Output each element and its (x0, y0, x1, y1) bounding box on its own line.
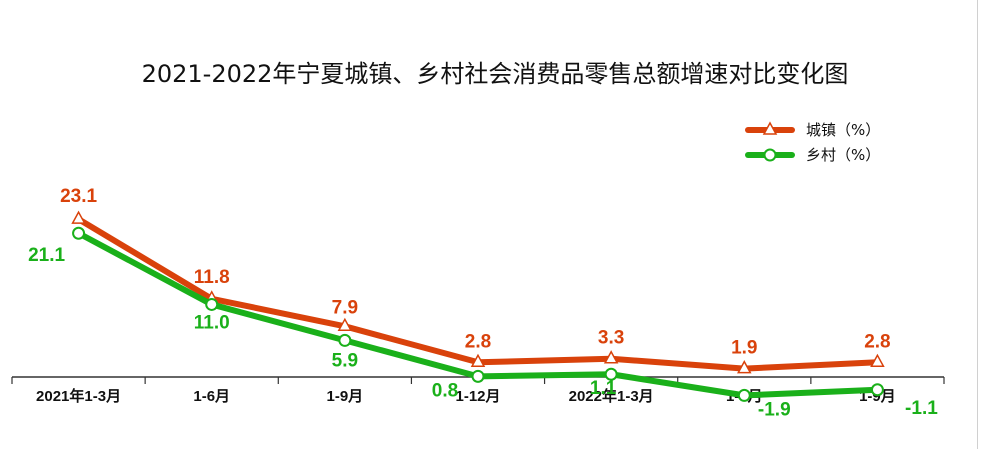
x-tick-label: 2022年1-3月 (569, 387, 654, 405)
data-label: 3.3 (598, 328, 624, 349)
data-labels: 23.1 11.8 7.9 2.8 3.3 1.9 2.8 21.1 11.0 5.9 0.8 1.1… (28, 186, 938, 420)
data-point (470, 353, 486, 368)
data-label: 11.8 (194, 267, 230, 288)
data-label: -1.9 (758, 399, 791, 420)
data-point (471, 369, 485, 383)
data-label: 21.1 (28, 245, 65, 266)
legend-marker (762, 121, 778, 135)
data-point (870, 353, 885, 368)
x-tick-label: 1-9月 (327, 388, 364, 405)
data-point (338, 333, 352, 347)
data-label: 23.1 (60, 186, 97, 207)
data-label: 7.9 (332, 297, 358, 318)
legend-label: 乡村（%） (806, 146, 880, 164)
data-point (737, 360, 752, 374)
frame-border (977, 0, 978, 449)
data-label: 0.8 (432, 380, 458, 401)
legend-label: 城镇（%） (806, 121, 880, 139)
data-point (71, 210, 86, 224)
series-layer (71, 210, 885, 402)
data-label: 1.9 (731, 338, 757, 359)
data-point (603, 350, 619, 364)
data-point (72, 226, 86, 240)
x-tick-label: 2021年1-3月 (36, 387, 121, 405)
data-point (604, 367, 618, 381)
legend-marker (763, 148, 777, 162)
data-point (205, 297, 219, 311)
data-label: -1.1 (905, 398, 938, 419)
data-label: 5.9 (332, 350, 358, 371)
legend: 城镇（%） 乡村（%） (745, 121, 880, 164)
data-label: 11.0 (194, 312, 230, 333)
data-point (737, 388, 751, 402)
data-label: 1.1 (590, 378, 617, 399)
x-tick-label: 1-6月 (193, 388, 230, 405)
x-tick-label: 1-12月 (455, 388, 500, 405)
data-label: 2.8 (465, 331, 491, 352)
data-point (870, 383, 884, 397)
data-label: 2.8 (864, 331, 890, 352)
chart-title: 2021-2022年宁夏城镇、乡村社会消费品零售总额增速对比变化图 (142, 60, 849, 88)
data-point (337, 317, 353, 332)
